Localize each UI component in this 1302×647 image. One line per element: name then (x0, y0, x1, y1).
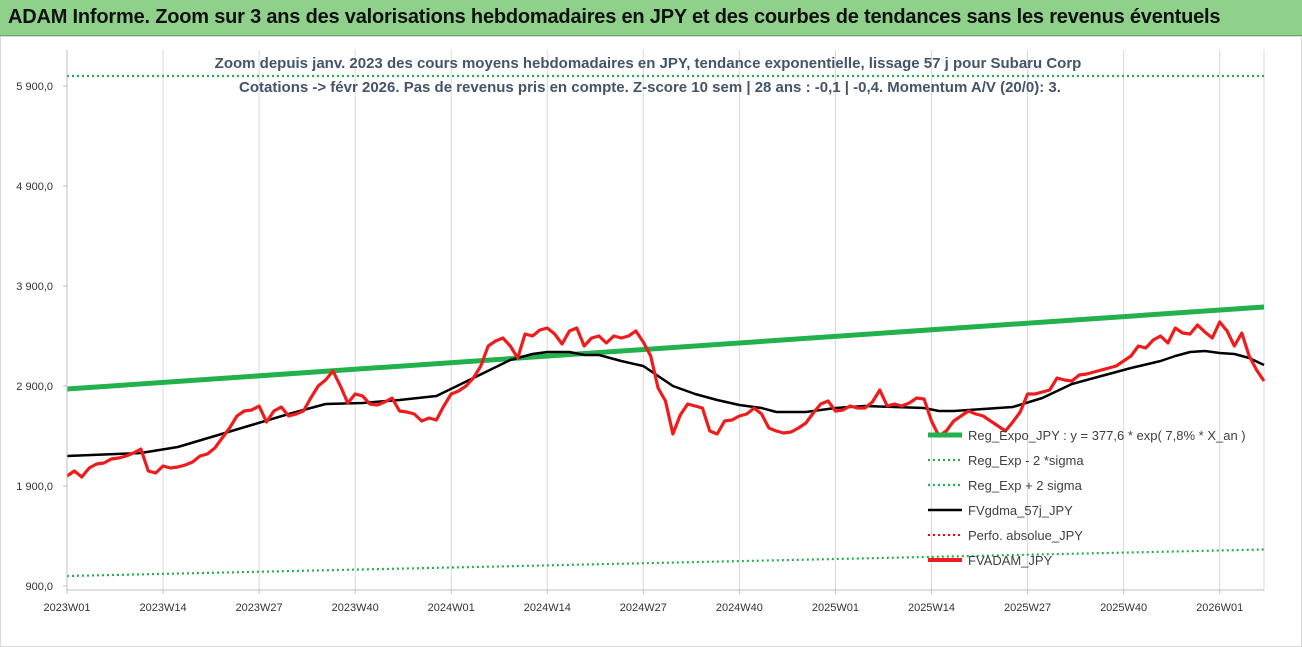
x-tick-label-2023W40: 2023W40 (332, 602, 379, 614)
y-axis: 900,0 1 900,0 2 900,0 3 900,0 4 900,0 5 900,0 (16, 50, 68, 593)
legend-label-5: FVADAM_JPY (968, 553, 1053, 568)
x-tick-label-2024W01: 2024W01 (428, 602, 475, 614)
x-tick-label-2025W14: 2025W14 (908, 602, 955, 614)
legend-label-2: Reg_Exp + 2 sigma (968, 478, 1083, 493)
x-tick-label-2024W14: 2024W14 (524, 602, 571, 614)
series-layer (66, 74, 1266, 578)
series-fvadam-jpy (66, 320, 1266, 479)
x-tick-label-2024W40: 2024W40 (716, 602, 763, 614)
y-tick-label-4 900,0: 4 900,0 (16, 181, 53, 193)
x-tick-label-2023W27: 2023W27 (236, 602, 283, 614)
legend-label-4: Perfo. absolue_JPY (968, 528, 1083, 543)
series-fvgdma-57j-jpy (66, 349, 1265, 458)
series-reg-exp-minus-2-sigma (66, 548, 1265, 578)
y-tick-label-1 900,0: 1 900,0 (16, 481, 53, 493)
series-reg-expo-jpy (66, 304, 1265, 392)
x-axis: 2023W01 2023W14 2023W27 2023W40 2024W01 2024W… (43, 589, 1264, 614)
report-title: ADAM Informe. Zoom sur 3 ans des valoris… (8, 6, 1221, 28)
y-tick-label-5 900,0: 5 900,0 (16, 81, 53, 93)
report-banner: ADAM Informe. Zoom sur 3 ans des valoris… (0, 0, 1302, 36)
x-tick-label-2024W27: 2024W27 (620, 602, 667, 614)
vertical-gridlines (66, 50, 1265, 590)
legend: Reg_Expo_JPY : y = 377,6 * exp( 7,8% * X… (928, 428, 1246, 568)
chart-title-line-2: Cotations -> févr 2026. Pas de revenus p… (239, 79, 1061, 96)
x-tick-label-2025W01: 2025W01 (812, 602, 859, 614)
chart-title-line-1: Zoom depuis janv. 2023 des cours moyens … (215, 55, 1082, 72)
legend-label-1: Reg_Exp - 2 *sigma (968, 453, 1084, 468)
y-tick-label-900,0: 900,0 (25, 581, 53, 593)
x-tick-label-2023W14: 2023W14 (140, 602, 187, 614)
x-tick-label-2025W40: 2025W40 (1100, 602, 1147, 614)
y-tick-label-3 900,0: 3 900,0 (16, 281, 53, 293)
legend-label-0: Reg_Expo_JPY : y = 377,6 * exp( 7,8% * X… (968, 428, 1246, 443)
x-tick-label-2025W27: 2025W27 (1004, 602, 1051, 614)
x-tick-label-2023W01: 2023W01 (43, 602, 90, 614)
y-tick-label-2 900,0: 2 900,0 (16, 381, 53, 393)
x-tick-label-2026W01: 2026W01 (1196, 602, 1243, 614)
legend-label-3: FVgdma_57j_JPY (968, 503, 1073, 518)
